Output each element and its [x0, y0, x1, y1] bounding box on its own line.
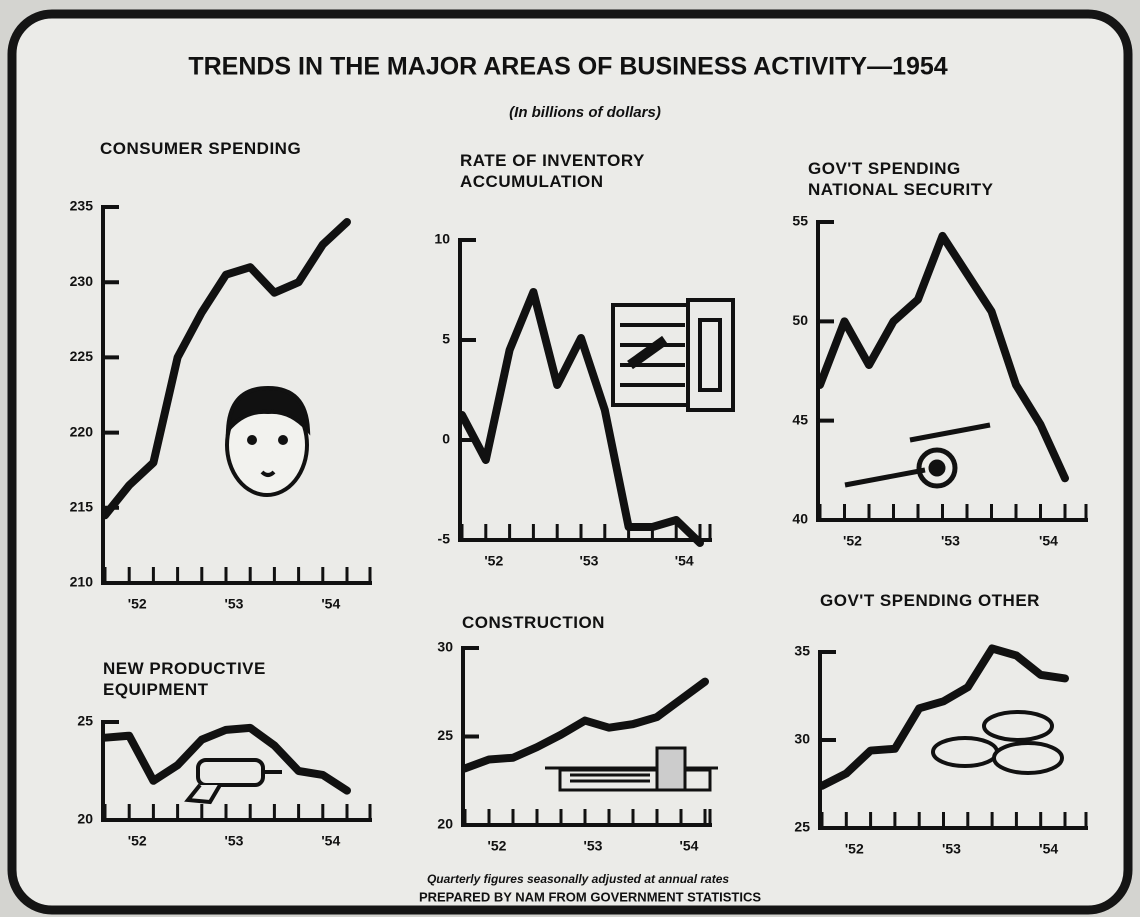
y-tick-label: 210	[70, 574, 94, 590]
face-icon	[227, 388, 308, 495]
footnote: Quarterly figures seasonally adjusted at…	[427, 872, 729, 886]
x-tick-label: '53	[941, 533, 960, 549]
y-tick-label: 35	[794, 643, 810, 659]
y-tick-label: 25	[794, 819, 810, 835]
x-tick-label: '53	[942, 841, 961, 857]
y-tick-label: -5	[438, 531, 451, 547]
footnote: PREPARED BY NAM FROM GOVERNMENT STATISTI…	[419, 889, 761, 904]
y-tick-label: 50	[792, 312, 808, 328]
y-tick-label: 10	[434, 231, 450, 247]
y-tick-label: 25	[77, 713, 93, 729]
x-tick-label: '54	[321, 596, 340, 612]
y-tick-label: 25	[437, 727, 453, 743]
crate-icon	[613, 300, 733, 410]
x-tick-label: '52	[845, 841, 864, 857]
x-tick-label: '53	[225, 833, 244, 849]
y-tick-label: 5	[442, 331, 450, 347]
x-tick-label: '52	[128, 833, 147, 849]
y-tick-label: 55	[792, 213, 808, 229]
x-tick-label: '53	[225, 596, 244, 612]
y-tick-label: 215	[70, 499, 94, 515]
x-tick-label: '52	[128, 596, 147, 612]
panel-title: CONSUMER SPENDING	[100, 138, 330, 159]
y-tick-label: 225	[70, 348, 94, 364]
x-tick-label: '54	[680, 838, 699, 854]
panel-title: GOV'T SPENDING NATIONAL SECURITY	[808, 158, 1038, 200]
x-tick-label: '52	[488, 838, 507, 854]
y-tick-label: 235	[70, 198, 94, 214]
x-tick-label: '52	[843, 533, 862, 549]
panel-title: GOV'T SPENDING OTHER	[820, 590, 1050, 611]
page-subtitle: (In billions of dollars)	[509, 104, 661, 121]
x-tick-label: '53	[580, 553, 599, 569]
panel-title: NEW PRODUCTIVE EQUIPMENT	[103, 658, 333, 700]
x-tick-label: '54	[1039, 841, 1058, 857]
y-tick-label: 230	[70, 273, 94, 289]
y-tick-label: 20	[437, 816, 453, 832]
x-tick-label: '52	[484, 553, 503, 569]
y-tick-label: 0	[442, 431, 450, 447]
y-tick-label: 30	[794, 731, 810, 747]
page: TRENDS IN THE MAJOR AREAS OF BUSINESS AC…	[0, 0, 1140, 917]
x-tick-label: '54	[1039, 533, 1058, 549]
y-tick-label: 30	[437, 639, 453, 655]
x-tick-label: '54	[675, 553, 694, 569]
page-title: TRENDS IN THE MAJOR AREAS OF BUSINESS AC…	[188, 53, 947, 81]
x-tick-label: '53	[584, 838, 603, 854]
panel-title: CONSTRUCTION	[462, 612, 692, 633]
y-tick-label: 20	[77, 811, 93, 827]
y-tick-label: 220	[70, 423, 94, 439]
x-tick-label: '54	[321, 833, 340, 849]
panel-title: RATE OF INVENTORY ACCUMULATION	[460, 150, 690, 192]
y-tick-label: 40	[792, 511, 808, 527]
y-tick-label: 45	[792, 411, 808, 427]
